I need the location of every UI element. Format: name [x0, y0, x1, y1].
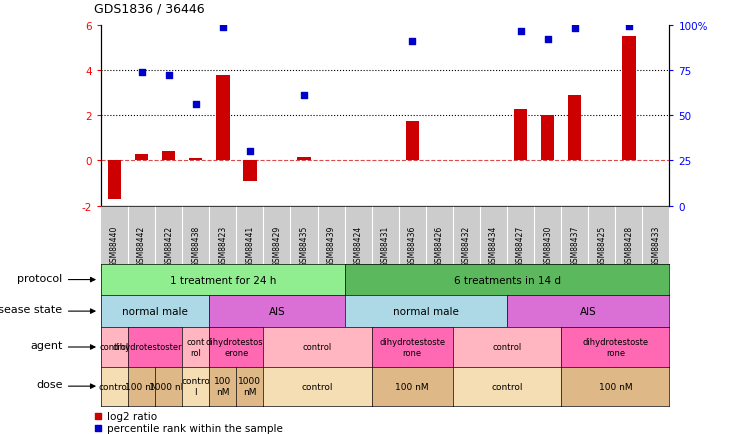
Text: control: control: [99, 382, 130, 391]
Bar: [622, 37, 636, 161]
Point: [406, 38, 418, 45]
Text: percentile rank within the sample: percentile rank within the sample: [107, 424, 283, 433]
Bar: [405, 122, 419, 161]
Text: control: control: [492, 343, 521, 352]
Bar: [514, 109, 527, 161]
Text: 100 nM: 100 nM: [598, 382, 632, 391]
Text: dihydrotestoste
rone: dihydrotestoste rone: [379, 338, 445, 357]
Bar: [162, 152, 176, 161]
Text: 1000
nM: 1000 nM: [239, 377, 261, 396]
Text: normal male: normal male: [393, 306, 459, 316]
Point: [623, 24, 635, 31]
Bar: [297, 158, 310, 161]
Bar: [189, 159, 203, 161]
Point: [190, 102, 202, 108]
Bar: [568, 96, 581, 161]
Text: agent: agent: [30, 340, 63, 350]
Bar: [243, 161, 257, 181]
Text: control: control: [303, 343, 332, 352]
Text: 1 treatment for 24 h: 1 treatment for 24 h: [170, 275, 276, 285]
Text: cont
rol: cont rol: [186, 338, 205, 357]
Text: GDS1836 / 36446: GDS1836 / 36446: [94, 2, 204, 15]
Text: contro
l: contro l: [181, 377, 210, 396]
Text: control: control: [301, 382, 334, 391]
Point: [135, 70, 147, 77]
Text: disease state: disease state: [0, 305, 63, 315]
Text: dose: dose: [36, 379, 63, 389]
Text: 100 nM: 100 nM: [125, 382, 159, 391]
Point: [515, 28, 527, 35]
Text: 6 treatments in 14 d: 6 treatments in 14 d: [453, 275, 560, 285]
Point: [162, 72, 174, 79]
Text: control: control: [100, 343, 129, 352]
Text: 100
nM: 100 nM: [214, 377, 231, 396]
Bar: [108, 161, 121, 199]
Text: protocol: protocol: [17, 273, 63, 283]
Text: 100 nM: 100 nM: [396, 382, 429, 391]
Point: [542, 36, 554, 43]
Point: [568, 26, 580, 33]
Bar: [216, 76, 230, 161]
Point: [92, 425, 104, 432]
Text: AIS: AIS: [580, 306, 597, 316]
Text: 1000 nM: 1000 nM: [149, 382, 188, 391]
Text: control: control: [491, 382, 523, 391]
Point: [92, 412, 104, 419]
Point: [217, 25, 229, 32]
Text: dihydrotestost
erone: dihydrotestost erone: [206, 338, 267, 357]
Text: dihydrotestosterone: dihydrotestosterone: [112, 343, 197, 352]
Bar: [541, 116, 554, 161]
Text: AIS: AIS: [269, 306, 285, 316]
Point: [244, 148, 256, 155]
Text: normal male: normal male: [122, 306, 188, 316]
Bar: [135, 155, 148, 161]
Point: [298, 92, 310, 99]
Text: log2 ratio: log2 ratio: [107, 411, 157, 421]
Text: dihydrotestoste
rone: dihydrotestoste rone: [582, 338, 649, 357]
